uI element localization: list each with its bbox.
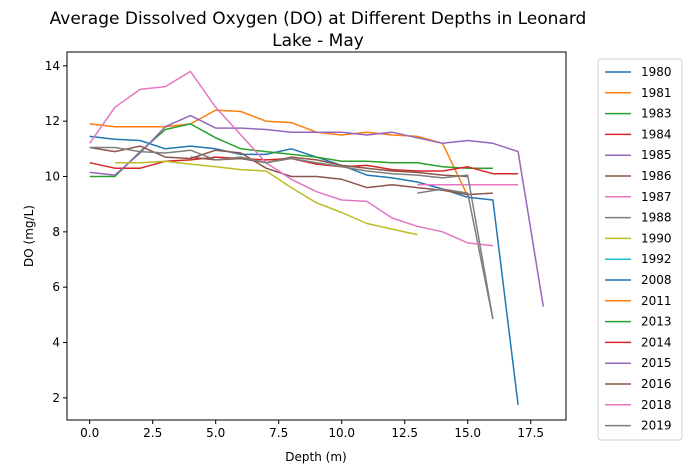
x-tick-label: 7.5 (269, 426, 288, 440)
legend-label-2019: 2019 (641, 419, 672, 433)
legend-label-2008: 2008 (641, 273, 672, 287)
x-tick-label: 10.0 (328, 426, 355, 440)
legend-label-1992: 1992 (641, 252, 672, 266)
x-tick-label: 5.0 (206, 426, 225, 440)
y-axis-label: DO (mg/L) (22, 205, 36, 267)
x-tick-label: 12.5 (391, 426, 418, 440)
series-line-1985 (89, 114, 545, 307)
legend-label-2015: 2015 (641, 356, 672, 370)
x-axis: 0.0 2.5 5.0 7.5 10.0 12.5 15.0 17.5 (80, 420, 544, 440)
y-axis: 2 4 6 8 10 12 14 (45, 59, 67, 405)
series-line-1988 (417, 188, 494, 320)
series-line-1990 (114, 160, 418, 236)
y-tick-label: 6 (52, 280, 60, 294)
y-tick-label: 12 (45, 114, 60, 128)
chart-title-line-2: Lake - May (272, 31, 364, 51)
y-tick-label: 10 (45, 170, 60, 184)
legend-label-1983: 1983 (641, 107, 672, 121)
legend-label-1981: 1981 (641, 86, 672, 100)
y-tick-label: 2 (52, 391, 60, 405)
series-lines (89, 70, 545, 405)
x-axis-label: Depth (m) (285, 450, 346, 464)
series-line-2018 (89, 70, 493, 247)
plot-frame (66, 51, 567, 421)
legend-label-2011: 2011 (641, 294, 672, 308)
series-line-1983 (89, 123, 493, 178)
legend-label-2014: 2014 (641, 335, 672, 349)
legend-label-2016: 2016 (641, 377, 672, 391)
legend-label-1987: 1987 (641, 190, 672, 204)
x-tick-label: 0.0 (80, 426, 99, 440)
legend-label-1990: 1990 (641, 231, 672, 245)
series-line-1986 (89, 145, 493, 196)
y-tick-label: 4 (52, 336, 60, 350)
legend: 1980 1981 1983 1984 1985 1986 1987 1988 1990 1992… (597, 58, 683, 441)
x-tick-label: 15.0 (454, 426, 481, 440)
x-tick-label: 17.5 (517, 426, 544, 440)
legend-label-2018: 2018 (641, 398, 672, 412)
legend-frame (597, 58, 683, 441)
chart-title-line-1: Average Dissolved Oxygen (DO) at Differe… (50, 9, 587, 29)
legend-label-1988: 1988 (641, 211, 672, 225)
legend-label-1980: 1980 (641, 65, 672, 79)
x-tick-label: 2.5 (143, 426, 162, 440)
series-line-2019 (89, 146, 494, 320)
legend-label-1984: 1984 (641, 127, 672, 141)
y-tick-label: 8 (52, 225, 60, 239)
legend-label-1985: 1985 (641, 148, 672, 162)
y-tick-label: 14 (45, 59, 60, 73)
series-line-2016 (190, 156, 468, 178)
legend-label-1986: 1986 (641, 169, 672, 183)
legend-label-2013: 2013 (641, 315, 672, 329)
